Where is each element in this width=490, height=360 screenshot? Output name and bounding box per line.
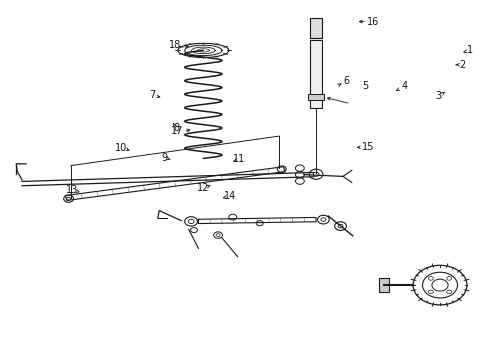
Text: 1: 1 [467,45,473,55]
Text: 17: 17 [171,126,184,136]
Text: 4: 4 [401,81,407,91]
Text: 10: 10 [116,143,127,153]
Text: 7: 7 [149,90,155,100]
Text: 2: 2 [460,60,465,70]
Text: 6: 6 [343,76,349,86]
Bar [308,94,324,100]
Text: 18: 18 [170,40,181,50]
Bar [379,278,389,292]
Text: 9: 9 [161,153,167,163]
Text: 12: 12 [197,183,210,193]
Text: 13: 13 [67,185,78,195]
Text: 5: 5 [362,81,368,91]
Bar [310,40,322,108]
Text: 8: 8 [173,123,179,133]
Bar [310,18,322,38]
Text: 11: 11 [233,154,245,164]
Text: 15: 15 [362,142,375,152]
Text: 14: 14 [224,191,236,201]
Text: 3: 3 [436,91,441,102]
Text: 16: 16 [368,17,379,27]
